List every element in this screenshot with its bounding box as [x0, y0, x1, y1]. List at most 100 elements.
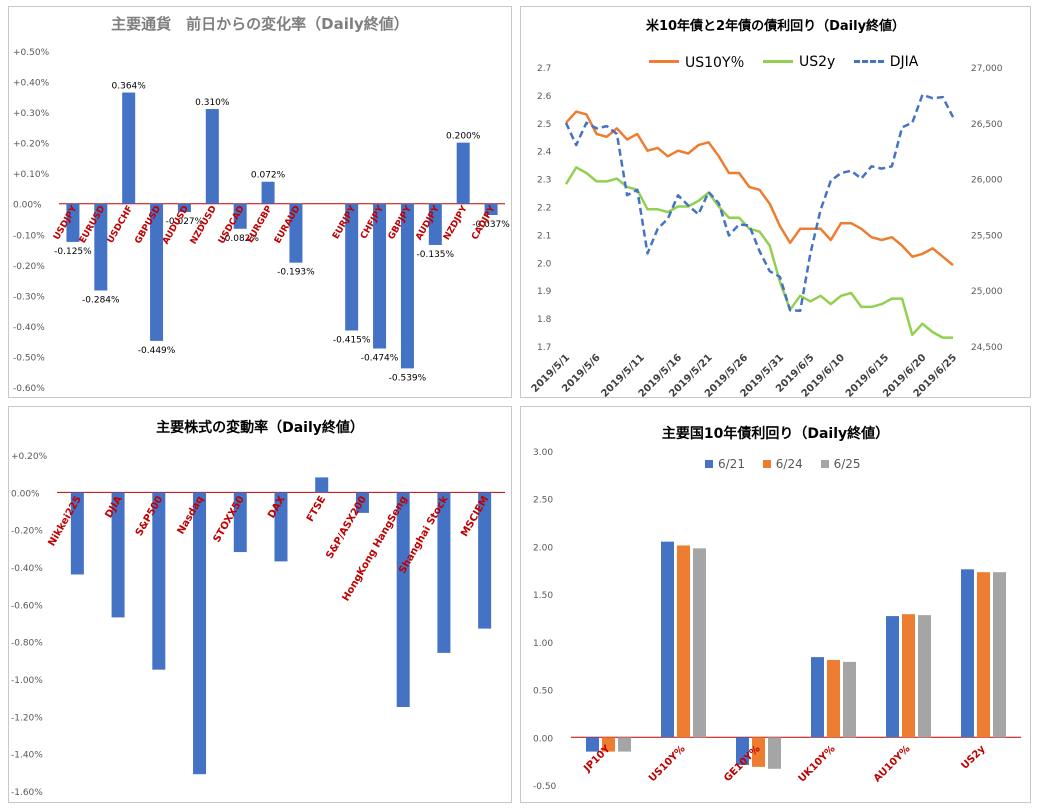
y-tick-label: 2.50	[533, 496, 553, 506]
y-tick-label: -0.20%	[11, 527, 43, 537]
y-tick-label: 0.50	[533, 687, 553, 697]
y-tick-label: -0.60%	[11, 601, 43, 611]
bar-au10y-4-6-24-1	[902, 614, 915, 738]
bar-nzdjpy-14	[456, 142, 470, 204]
data-label-usdchf-2: 0.364%	[112, 82, 147, 92]
data-label-audusd-4: -0.027%	[166, 217, 204, 227]
category-label-ftse-6: FTSE	[305, 494, 328, 524]
data-label-usdjpy-0: -0.125%	[54, 247, 92, 257]
legend-label-0625: 6/25	[833, 457, 861, 471]
bar-nzdusd-5	[205, 109, 219, 204]
left-y-tick-label: 2.7	[537, 64, 551, 74]
bar-s-p-asx200-7	[355, 492, 369, 513]
legend-item-djia: DJIA	[853, 54, 918, 70]
currency-change-chart: 主要通貨 前日からの変化率（Daily終値） +0.50% +0.40% +0.30…	[8, 6, 512, 398]
y-tick-label: -0.40%	[11, 564, 43, 574]
left-y-tick-label: 2.6	[537, 92, 552, 102]
currency-chart-title: 主要通貨 前日からの変化率（Daily終値）	[111, 15, 409, 33]
category-label-us10y-1: US10Y%	[647, 744, 688, 785]
legend-item-0624: 6/24	[762, 457, 803, 471]
category-label-us2y-5: US2y	[959, 743, 987, 771]
legend-swatch-0621	[705, 460, 713, 468]
legend-label-0624: 6/24	[775, 457, 803, 471]
right-y-tick-label: 24,500	[971, 343, 1003, 353]
bond-yield-chart: 主要国10年債利回り（Daily終値） 6/21 6/24 6/25 3.00 2…	[520, 406, 1031, 803]
category-label-eurgbp-7: EURGBP	[245, 204, 274, 245]
bar-gbpusd-3	[150, 203, 164, 341]
legend-item-0621: 6/21	[705, 457, 745, 471]
y-tick-label: 2.00	[533, 543, 553, 553]
data-label-chfjpy-11: -0.474%	[361, 354, 399, 364]
legend-item-us10y: US10Y％	[649, 52, 745, 72]
data-label-nzdjpy-14: 0.200%	[446, 132, 481, 142]
bar-euraud-8	[289, 203, 303, 263]
bar-us10y-1-6-24-1	[677, 545, 690, 738]
bar-chfjpy-11	[373, 203, 387, 349]
y-tick-label: +0.40%	[13, 79, 50, 89]
left-y-tick-label: 2.0	[537, 259, 552, 269]
y-tick-label: -0.50	[533, 782, 557, 792]
data-label-gbpusd-3: -0.449%	[138, 346, 176, 356]
bar-au10y-4-6-21-0	[886, 616, 899, 738]
left-y-tick-label: 2.2	[537, 204, 551, 214]
legend-label-us10y: US10Y％	[685, 54, 745, 71]
data-label-eurusd-1: -0.284%	[82, 295, 120, 305]
series-line-us2y-1	[564, 166, 953, 339]
legend-swatch-us2y	[762, 60, 793, 63]
legend-label-0621: 6/21	[718, 457, 745, 471]
bar-us2y-5-6-24-1	[977, 572, 990, 738]
bond-chart-legend: 6/21 6/24 6/25	[705, 457, 875, 471]
bar-ge10y-2-6-25-2	[768, 737, 781, 769]
data-label-gbpjpy-12: -0.539%	[389, 373, 427, 383]
y-tick-label: -0.50%	[13, 353, 45, 363]
y-tick-label: +0.20%	[11, 452, 48, 462]
bar-audjpy-13	[428, 203, 442, 245]
category-label-usdchf-2: USDCHF	[106, 204, 135, 245]
category-label-uk10y-3: UK10Y%	[797, 744, 838, 785]
legend-swatch-0624	[762, 460, 771, 468]
bar-uk10y-3-6-25-2	[843, 661, 856, 738]
right-y-tick-label: 26,500	[971, 120, 1003, 130]
bar-gbpjpy-12	[400, 203, 414, 369]
legend-swatch-us10y	[649, 60, 679, 63]
legend-swatch-djia	[853, 60, 884, 63]
bar-jp10y-0-6-21-0	[586, 737, 599, 752]
legend-label-us2y: US2y	[798, 53, 836, 70]
y-tick-label: -1.00%	[11, 676, 43, 686]
y-tick-label: 0.00%	[11, 489, 40, 499]
bar-dax-5	[274, 492, 288, 562]
data-label-usdcad-6: -0.082%	[221, 234, 259, 244]
bar-jp10y-0-6-25-2	[618, 737, 631, 752]
category-label-s-p-asx200-7: S&P/ASX200	[324, 494, 369, 561]
bar-us2y-5-6-25-2	[993, 572, 1006, 738]
bar-ge10y-2-6-21-0	[736, 737, 749, 765]
left-y-tick-label: 1.7	[537, 343, 551, 353]
data-label-eurgbp-7: 0.072%	[251, 171, 286, 181]
bar-au10y-4-6-25-2	[918, 615, 931, 738]
y-tick-label: 0.00%	[13, 201, 42, 211]
data-label-eurjpy-10: -0.415%	[333, 335, 371, 345]
legend-item-0625: 6/25	[820, 457, 861, 471]
category-label-nzdjpy-14: NZDJPY	[442, 204, 470, 242]
data-label-cadjpy-15: -0.037%	[472, 220, 510, 230]
y-tick-label: +0.20%	[13, 140, 50, 150]
y-tick-label: 1.50	[533, 591, 553, 601]
equity-chart-title: 主要株式の変動率（Daily終値）	[156, 420, 364, 436]
bar-eurusd-1	[94, 203, 108, 291]
left-y-tick-label: 2.1	[537, 231, 551, 241]
bar-nasdaq-3	[193, 492, 207, 775]
left-y-tick-label: 1.8	[537, 315, 552, 325]
currency-chart-plot: +0.50% +0.40% +0.30% +0.20% +0.10% 0.00% -0.10…	[13, 48, 510, 394]
bar-nikkei225-0	[70, 492, 84, 575]
data-label-nzdusd-5: 0.310%	[195, 98, 230, 108]
bar-audusd-4	[177, 203, 191, 212]
data-label-euraud-8: -0.193%	[277, 268, 315, 278]
bar-stoxx50-4	[233, 492, 247, 553]
y-tick-label: -0.20%	[13, 262, 45, 272]
bar-cadjpy-15	[484, 203, 498, 216]
bar-us10y-1-6-21-0	[661, 541, 674, 738]
bar-us2y-5-6-21-0	[961, 569, 974, 738]
bar-uk10y-3-6-24-1	[827, 659, 840, 738]
y-tick-label: -0.30%	[13, 292, 45, 302]
